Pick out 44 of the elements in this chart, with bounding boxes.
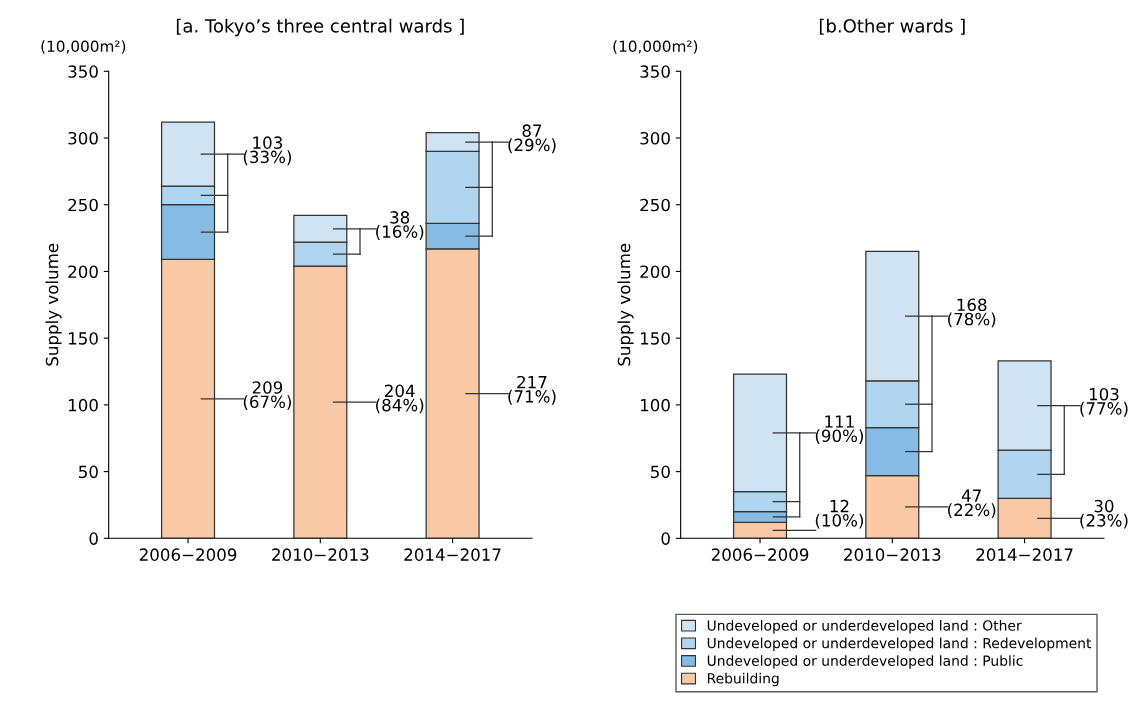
y-axis-title: Supply volume xyxy=(617,243,634,366)
y-tick-label: 350 xyxy=(68,65,98,78)
y-tick-label: 350 xyxy=(640,65,670,78)
annotation: 12 (10%) xyxy=(815,499,863,529)
x-tick-label: 2014−2017 xyxy=(976,548,1073,561)
legend-label: Undeveloped or underdeveloped land : Redevelopment xyxy=(707,637,1092,652)
x-tick-label: 2010−2013 xyxy=(844,548,941,561)
y-axis-title: Supply volume xyxy=(45,243,62,366)
chart-title: [a. Tokyo’s three central wards ] xyxy=(176,18,464,37)
y-tick-label: 0 xyxy=(661,532,670,545)
y-tick-label: 100 xyxy=(68,398,98,412)
annotation: 204 (84%) xyxy=(376,384,424,414)
legend-label: Rebuilding xyxy=(707,672,779,687)
y-tick-label: 250 xyxy=(68,198,98,212)
annotation: 103 (33%) xyxy=(243,136,291,166)
y-tick-label: 50 xyxy=(79,465,98,479)
chart-title: [b.Other wards ] xyxy=(819,18,965,35)
x-tick-label: 2010−2013 xyxy=(272,548,369,561)
y-tick-label: 0 xyxy=(89,532,98,545)
legend-label: Undeveloped or underdeveloped land : Other xyxy=(707,619,1022,634)
annotation: 87 (29%) xyxy=(508,124,556,154)
legend-label: Undeveloped or underdeveloped land : Public xyxy=(707,655,1023,669)
annotation: 217 (71%) xyxy=(508,375,556,405)
annotation: 47 (22%) xyxy=(948,489,996,519)
text: (10,000m²) xyxy=(613,40,698,54)
y-tick-label: 200 xyxy=(640,265,670,279)
annotation: 209 (67%) xyxy=(243,381,291,411)
y-tick-label: 150 xyxy=(640,332,670,345)
annotation: 30 (23%) xyxy=(1080,499,1128,529)
x-tick-label: 2014−2017 xyxy=(404,548,501,561)
annotation: 103 (77%) xyxy=(1080,387,1128,417)
text: (10,000m²) xyxy=(41,40,126,54)
y-tick-label: 250 xyxy=(640,198,670,212)
y-tick-label: 100 xyxy=(640,398,670,412)
y-tick-label: 150 xyxy=(68,332,98,345)
y-tick-label: 300 xyxy=(68,131,98,145)
y-tick-label: 300 xyxy=(640,131,670,145)
annotation: 111 (90%) xyxy=(815,415,863,445)
y-tick-label: 50 xyxy=(651,465,670,479)
x-tick-label: 2006−2009 xyxy=(139,548,237,561)
y-tick-label: 200 xyxy=(68,265,98,279)
annotation: 38 (16%) xyxy=(376,211,424,240)
annotation: 168 (78%) xyxy=(948,298,996,328)
x-tick-label: 2006−2009 xyxy=(711,548,809,561)
